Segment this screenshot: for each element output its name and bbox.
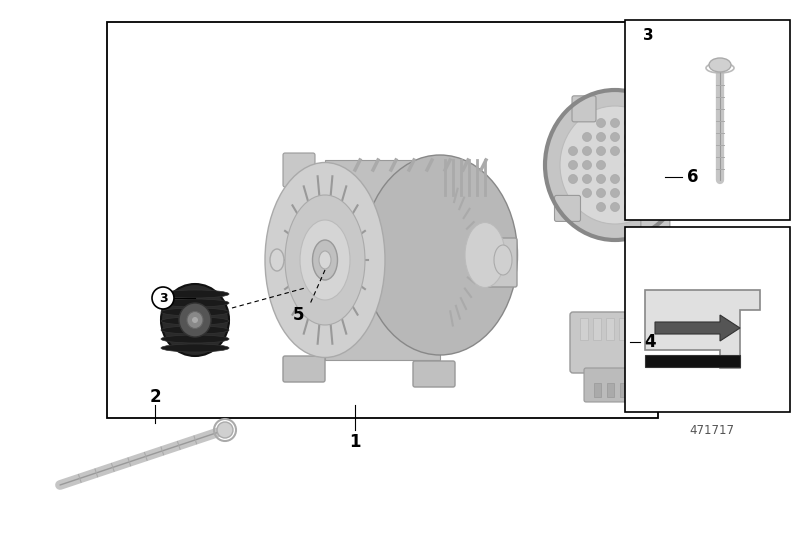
Ellipse shape <box>161 299 229 307</box>
FancyBboxPatch shape <box>584 368 632 402</box>
Ellipse shape <box>545 90 685 240</box>
Ellipse shape <box>569 175 578 184</box>
Ellipse shape <box>560 106 670 224</box>
FancyBboxPatch shape <box>641 203 670 230</box>
FancyBboxPatch shape <box>283 153 315 187</box>
Bar <box>645 355 740 367</box>
Bar <box>619 318 627 340</box>
Text: 5: 5 <box>292 306 304 324</box>
Ellipse shape <box>625 119 634 128</box>
Text: 2: 2 <box>149 388 161 406</box>
Ellipse shape <box>638 147 647 156</box>
Ellipse shape <box>638 161 647 170</box>
Ellipse shape <box>597 161 606 170</box>
Ellipse shape <box>625 189 634 198</box>
Ellipse shape <box>187 311 203 329</box>
Bar <box>606 318 614 340</box>
Ellipse shape <box>625 175 634 184</box>
Ellipse shape <box>653 161 662 170</box>
Bar <box>107 22 658 418</box>
Text: 1: 1 <box>350 433 361 451</box>
Ellipse shape <box>270 249 284 271</box>
Ellipse shape <box>582 147 591 156</box>
Ellipse shape <box>597 133 606 142</box>
FancyBboxPatch shape <box>643 106 675 132</box>
Ellipse shape <box>597 147 606 156</box>
Ellipse shape <box>610 175 619 184</box>
Ellipse shape <box>313 240 338 280</box>
Ellipse shape <box>610 203 619 212</box>
FancyBboxPatch shape <box>554 195 581 221</box>
Ellipse shape <box>638 133 647 142</box>
Bar <box>620 383 627 397</box>
Ellipse shape <box>161 308 229 316</box>
Ellipse shape <box>625 147 634 156</box>
Ellipse shape <box>610 119 619 128</box>
Ellipse shape <box>653 147 662 156</box>
Ellipse shape <box>265 162 385 357</box>
Ellipse shape <box>569 161 578 170</box>
Ellipse shape <box>161 326 229 334</box>
Text: 6: 6 <box>687 168 698 186</box>
Ellipse shape <box>625 161 634 170</box>
Ellipse shape <box>610 189 619 198</box>
Bar <box>594 383 601 397</box>
Ellipse shape <box>285 195 365 325</box>
Ellipse shape <box>494 245 512 275</box>
Ellipse shape <box>610 133 619 142</box>
Ellipse shape <box>709 58 731 72</box>
Ellipse shape <box>465 222 505 287</box>
Ellipse shape <box>597 175 606 184</box>
FancyBboxPatch shape <box>283 356 325 382</box>
Text: 471717: 471717 <box>690 423 734 436</box>
Ellipse shape <box>569 147 578 156</box>
Bar <box>632 318 640 340</box>
Ellipse shape <box>582 133 591 142</box>
Ellipse shape <box>161 344 229 352</box>
Bar <box>625 20 790 220</box>
Ellipse shape <box>161 284 229 356</box>
Ellipse shape <box>191 316 198 324</box>
Ellipse shape <box>300 220 350 300</box>
Text: 4: 4 <box>644 333 656 351</box>
Polygon shape <box>645 290 760 368</box>
Bar <box>625 227 790 412</box>
FancyBboxPatch shape <box>413 361 455 387</box>
Ellipse shape <box>653 175 662 184</box>
Bar <box>607 383 614 397</box>
Ellipse shape <box>161 290 229 298</box>
Ellipse shape <box>582 161 591 170</box>
Ellipse shape <box>582 189 591 198</box>
Bar <box>580 318 588 340</box>
Ellipse shape <box>597 203 606 212</box>
Ellipse shape <box>638 189 647 198</box>
Ellipse shape <box>597 119 606 128</box>
Ellipse shape <box>217 422 233 438</box>
Circle shape <box>152 287 174 309</box>
Ellipse shape <box>582 175 591 184</box>
Polygon shape <box>325 160 440 360</box>
Bar <box>593 318 601 340</box>
Ellipse shape <box>362 155 518 355</box>
Ellipse shape <box>610 147 619 156</box>
Ellipse shape <box>179 303 211 337</box>
Ellipse shape <box>625 133 634 142</box>
FancyBboxPatch shape <box>570 312 646 373</box>
FancyBboxPatch shape <box>483 238 517 287</box>
Ellipse shape <box>161 335 229 343</box>
Ellipse shape <box>597 189 606 198</box>
Ellipse shape <box>319 251 331 269</box>
FancyBboxPatch shape <box>572 96 596 122</box>
Polygon shape <box>655 315 740 341</box>
Text: 3: 3 <box>642 27 654 43</box>
Ellipse shape <box>638 175 647 184</box>
Ellipse shape <box>161 317 229 325</box>
Text: 3: 3 <box>158 292 167 305</box>
Ellipse shape <box>625 203 634 212</box>
